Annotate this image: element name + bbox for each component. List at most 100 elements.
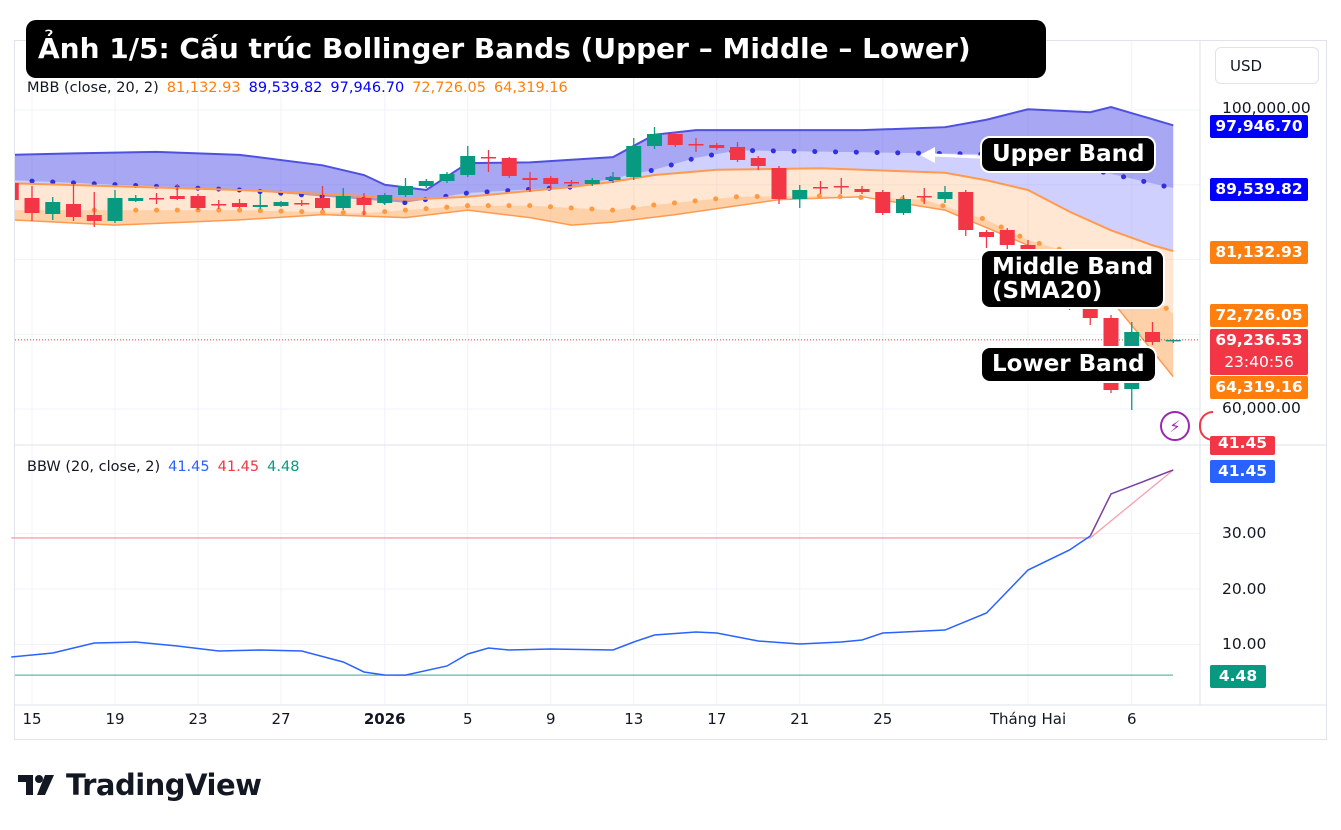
candle-body — [190, 196, 206, 208]
candle-body — [854, 188, 870, 193]
lower-band-line — [15, 195, 1174, 378]
candle-body — [418, 181, 434, 187]
candle — [501, 157, 517, 178]
lower-outer-fill — [15, 195, 1174, 377]
candle-body — [750, 157, 766, 167]
price-label-lower2: 64,319.16 — [1210, 376, 1308, 399]
price-label-lower1: 72,726.05 — [1210, 304, 1308, 327]
candle-body — [232, 203, 247, 208]
candle — [667, 132, 683, 148]
candle-body — [315, 197, 330, 208]
candle-body — [958, 192, 974, 230]
bbw-label-high: 41.45 — [1210, 436, 1275, 455]
time-label: 23 — [188, 710, 208, 728]
time-label: 13 — [624, 710, 644, 728]
lightning-icon[interactable]: ⚡ — [1160, 411, 1190, 441]
candle — [543, 176, 559, 190]
candle — [232, 198, 247, 208]
time-label: 5 — [462, 710, 473, 728]
tradingview-logo[interactable]: TradingView — [18, 768, 262, 802]
bbw-line-expansion — [1089, 469, 1174, 537]
candle-body — [398, 186, 413, 195]
bbw-low-value: 4.48 — [267, 459, 300, 475]
candle-body — [688, 143, 704, 146]
candle-body — [937, 192, 953, 199]
candle-body — [813, 187, 828, 189]
time-label: Tháng Hai — [989, 710, 1067, 728]
tradingview-logo-text: TradingView — [66, 768, 262, 802]
candle — [294, 200, 310, 207]
mbb-legend: MBB (close, 20, 2) 81,132.93 89,539.82 97,9… — [27, 80, 576, 96]
time-label: 19 — [105, 710, 125, 728]
candle-body — [15, 182, 19, 200]
candle — [792, 185, 808, 208]
candle-body — [24, 197, 40, 214]
bar-countdown: 23:40:56 — [1224, 353, 1294, 371]
upper-outer-fill — [15, 107, 1174, 203]
candle-body — [128, 197, 144, 202]
currency-button[interactable]: USD — [1215, 47, 1319, 84]
candle — [564, 180, 579, 185]
price-label-upper2: 97,946.70 — [1210, 115, 1308, 138]
candle-body — [377, 195, 393, 204]
candle-body — [356, 197, 372, 205]
candle — [24, 186, 40, 222]
candle — [252, 193, 268, 209]
candle — [460, 146, 476, 178]
annotation-middle-line1: Middle Band — [992, 254, 1154, 280]
candle — [584, 177, 600, 187]
mbb-basis-value: 81,132.93 — [166, 80, 241, 96]
candle — [398, 178, 413, 198]
candle — [854, 186, 870, 194]
bbw-line — [11, 535, 1091, 676]
time-label: 27 — [271, 710, 291, 728]
price-tick-100000: 100,000.00 — [1222, 99, 1311, 117]
candle — [750, 156, 766, 170]
candle-body — [335, 196, 351, 208]
candle — [730, 141, 745, 163]
candle — [86, 192, 102, 228]
candle — [45, 197, 61, 220]
mbb-upper2-value: 97,946.70 — [330, 80, 405, 96]
last-price: 69,236.53 — [1215, 331, 1303, 349]
candle-body — [45, 202, 61, 215]
candle-body — [916, 196, 932, 198]
candle-body — [605, 177, 621, 180]
bbw-tick-20: 20.00 — [1222, 580, 1267, 598]
price-label-upper1: 89,539.82 — [1210, 178, 1308, 201]
time-label: 6 — [1126, 710, 1137, 728]
candle — [813, 181, 828, 194]
lower-inner-dots — [15, 193, 1176, 317]
candle — [875, 190, 891, 215]
candle-body — [252, 205, 268, 208]
time-label: 15 — [22, 710, 42, 728]
candle — [833, 177, 849, 194]
candle-body — [294, 203, 310, 205]
candle — [211, 200, 227, 209]
candle — [522, 172, 538, 193]
candle-body — [730, 147, 745, 160]
candle-body — [169, 196, 185, 199]
bbw-label-low: 4.48 — [1210, 665, 1266, 688]
candle — [916, 187, 932, 205]
candle — [979, 230, 994, 248]
candle — [605, 172, 621, 183]
candle — [315, 186, 330, 210]
candle-body — [999, 230, 1015, 245]
candle — [377, 192, 393, 205]
candle-body — [211, 204, 227, 206]
time-label: 9 — [545, 710, 556, 728]
candle-body — [564, 182, 579, 184]
candle-body — [273, 202, 289, 207]
bbw-name: BBW (20, close, 2) — [27, 459, 161, 475]
candle-body — [647, 133, 662, 147]
candle — [688, 137, 704, 153]
bbw-high-value: 41.45 — [217, 459, 260, 475]
bbw-label-value: 41.45 — [1210, 460, 1275, 483]
candle — [647, 127, 662, 150]
candle-body — [439, 173, 455, 182]
candle — [107, 190, 123, 224]
annotation-arrow-line — [931, 153, 981, 159]
annotation-arrow-head — [920, 147, 935, 163]
